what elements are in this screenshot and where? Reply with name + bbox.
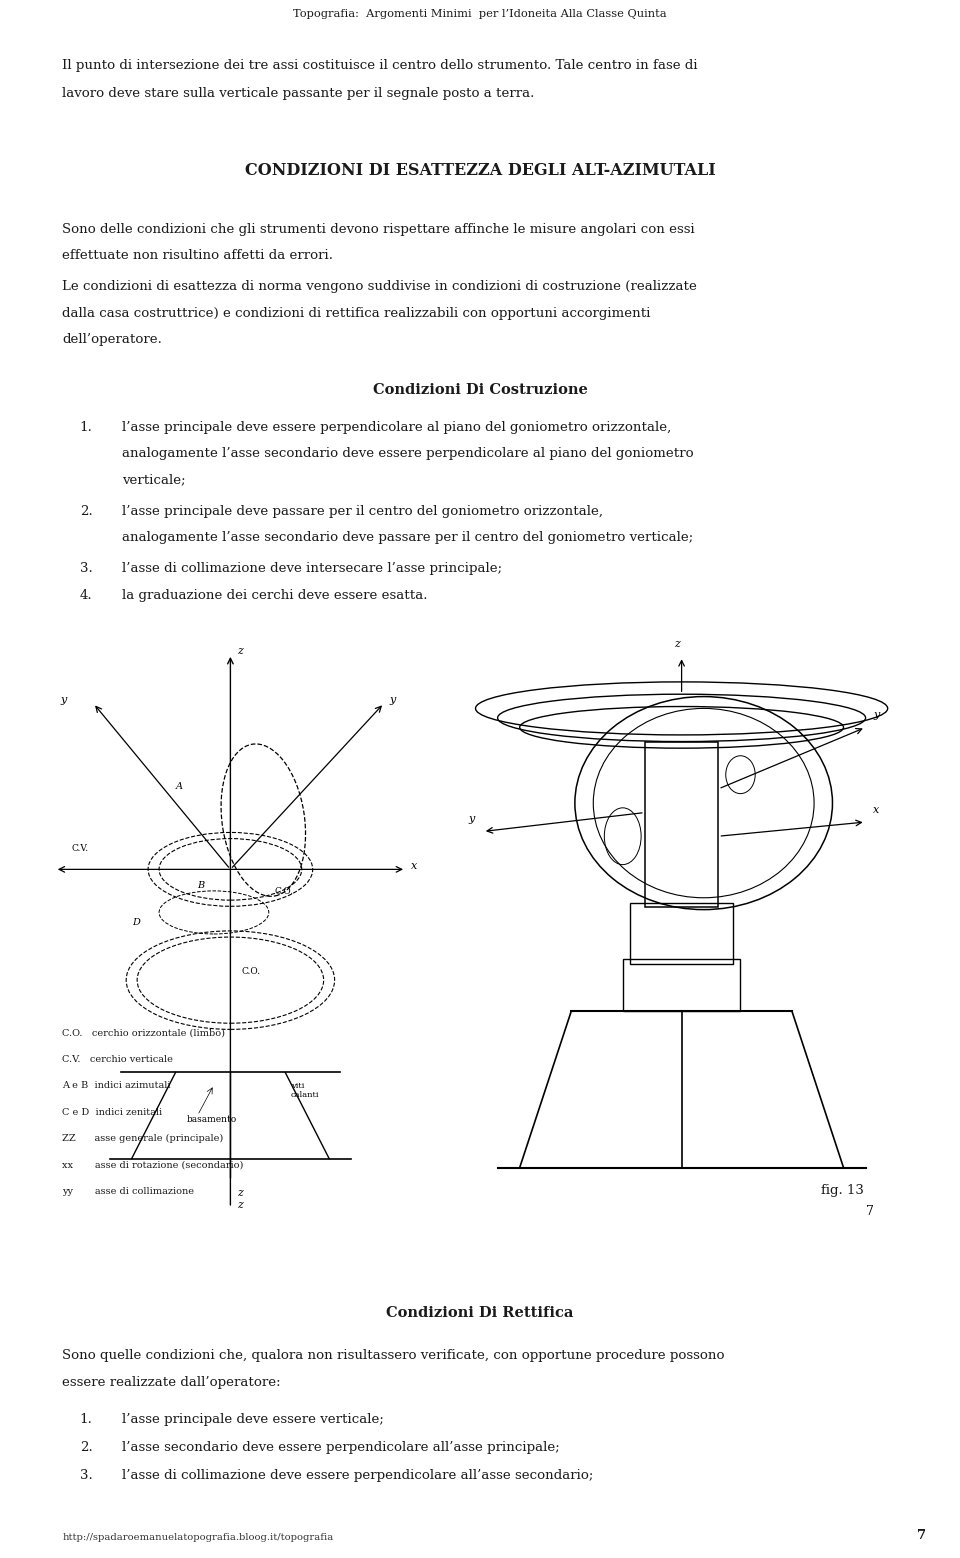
Text: Le condizioni di esattezza di norma vengono suddivise in condizioni di costruzio: Le condizioni di esattezza di norma veng… xyxy=(62,280,697,293)
Text: x: x xyxy=(873,804,879,815)
Text: yy       asse di collimazione: yy asse di collimazione xyxy=(62,1187,194,1197)
Text: Condizioni Di Costruzione: Condizioni Di Costruzione xyxy=(372,383,588,397)
Text: l’asse principale deve passare per il centro del goniometro orizzontale,: l’asse principale deve passare per il ce… xyxy=(122,505,603,517)
Text: Il punto di intersezione dei tre assi costituisce il centro dello strumento. Tal: Il punto di intersezione dei tre assi co… xyxy=(62,59,698,72)
Text: analogamente l’asse secondario deve essere perpendicolare al piano del goniometr: analogamente l’asse secondario deve esse… xyxy=(122,447,693,460)
Text: z: z xyxy=(237,1187,243,1198)
Text: dell’operatore.: dell’operatore. xyxy=(62,333,162,346)
Text: 3.: 3. xyxy=(80,1469,92,1482)
Text: z: z xyxy=(674,639,680,648)
Text: verticale;: verticale; xyxy=(122,474,185,486)
Text: Topografia:  Argomenti Minimi  per l’Idoneita Alla Classe Quinta: Topografia: Argomenti Minimi per l’Idone… xyxy=(293,9,667,19)
Text: basamento: basamento xyxy=(186,1114,237,1123)
Text: y: y xyxy=(60,695,66,706)
Text: z: z xyxy=(237,1200,243,1211)
Text: http://spadaroemanuelatopografia.bloog.it/topografia: http://spadaroemanuelatopografia.bloog.i… xyxy=(62,1533,334,1542)
Text: y: y xyxy=(468,813,474,824)
Text: ZZ      asse generale (principale): ZZ asse generale (principale) xyxy=(62,1134,224,1144)
Bar xyxy=(623,960,740,1011)
Text: 1.: 1. xyxy=(80,1413,92,1426)
Text: xx       asse di rotazione (secondario): xx asse di rotazione (secondario) xyxy=(62,1161,244,1170)
Text: C.O.   cerchio orizzontale (limbo): C.O. cerchio orizzontale (limbo) xyxy=(62,1028,226,1038)
Text: C.V.: C.V. xyxy=(71,844,88,852)
Text: A e B  indici azimutali: A e B indici azimutali xyxy=(62,1081,171,1091)
Text: analogamente l’asse secondario deve passare per il centro del goniometro vertica: analogamente l’asse secondario deve pass… xyxy=(122,531,693,544)
Text: 7: 7 xyxy=(866,1204,874,1218)
Text: B: B xyxy=(198,880,204,890)
Text: C e D  indici zenitali: C e D indici zenitali xyxy=(62,1108,162,1117)
Text: l’asse secondario deve essere perpendicolare all’asse principale;: l’asse secondario deve essere perpendico… xyxy=(122,1441,560,1454)
Text: 3.: 3. xyxy=(80,562,92,575)
Text: CONDIZIONI DI ESATTEZZA DEGLI ALT-AZIMUTALI: CONDIZIONI DI ESATTEZZA DEGLI ALT-AZIMUT… xyxy=(245,162,715,179)
Bar xyxy=(630,902,733,964)
Text: l’asse principale deve essere perpendicolare al piano del goniometro orizzontale: l’asse principale deve essere perpendico… xyxy=(122,421,671,433)
Text: fig. 13: fig. 13 xyxy=(821,1184,864,1197)
Text: Sono quelle condizioni che, qualora non risultassero verificate, con opportune p: Sono quelle condizioni che, qualora non … xyxy=(62,1349,725,1362)
Text: y: y xyxy=(390,695,396,706)
Text: 2.: 2. xyxy=(80,1441,92,1454)
Text: 7: 7 xyxy=(917,1530,926,1542)
Text: viti
calanti: viti calanti xyxy=(291,1081,320,1098)
Text: C.V.   cerchio verticale: C.V. cerchio verticale xyxy=(62,1055,173,1064)
Text: C.O.: C.O. xyxy=(241,968,260,975)
Text: effettuate non risultino affetti da errori.: effettuate non risultino affetti da erro… xyxy=(62,249,333,262)
Text: D: D xyxy=(132,918,139,927)
Text: A: A xyxy=(176,782,182,791)
Text: dalla casa costruttrice) e condizioni di rettifica realizzabili con opportuni ac: dalla casa costruttrice) e condizioni di… xyxy=(62,307,651,319)
Text: essere realizzate dall’operatore:: essere realizzate dall’operatore: xyxy=(62,1376,281,1388)
Text: 2.: 2. xyxy=(80,505,92,517)
Text: x: x xyxy=(412,862,418,871)
Text: 1.: 1. xyxy=(80,421,92,433)
Text: 4.: 4. xyxy=(80,589,92,601)
Text: l’asse di collimazione deve essere perpendicolare all’asse secondario;: l’asse di collimazione deve essere perpe… xyxy=(122,1469,593,1482)
Text: z: z xyxy=(237,647,243,656)
Bar xyxy=(645,742,718,907)
Text: l’asse principale deve essere verticale;: l’asse principale deve essere verticale; xyxy=(122,1413,384,1426)
Text: l’asse di collimazione deve intersecare l’asse principale;: l’asse di collimazione deve intersecare … xyxy=(122,562,502,575)
Text: y: y xyxy=(873,710,879,720)
Text: C.O.: C.O. xyxy=(275,887,294,896)
Text: Sono delle condizioni che gli strumenti devono rispettare affinche le misure ang: Sono delle condizioni che gli strumenti … xyxy=(62,223,695,235)
Text: la graduazione dei cerchi deve essere esatta.: la graduazione dei cerchi deve essere es… xyxy=(122,589,427,601)
Text: lavoro deve stare sulla verticale passante per il segnale posto a terra.: lavoro deve stare sulla verticale passan… xyxy=(62,87,535,100)
Text: Condizioni Di Rettifica: Condizioni Di Rettifica xyxy=(386,1306,574,1320)
